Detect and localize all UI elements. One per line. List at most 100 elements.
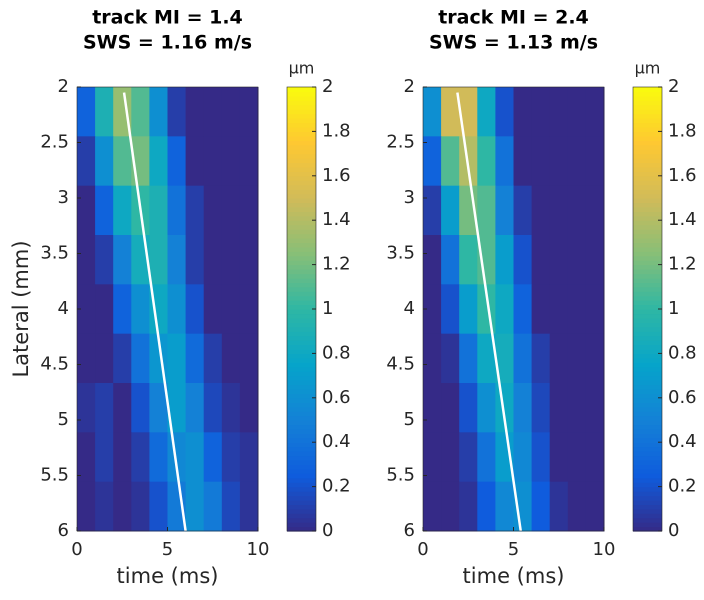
colorbar-band [287,451,316,457]
colorbar-band [287,477,316,483]
colorbar-band [633,411,662,417]
colorbar-band [633,420,662,426]
colorbar-band [287,162,316,168]
heatmap-cell [495,185,514,236]
colorbar-band [287,482,316,488]
colorbar-band [633,397,662,403]
colorbar-band [287,215,316,221]
colorbar-band [287,433,316,439]
heatmap-cell [567,235,587,285]
colorbar-band [633,166,662,172]
colorbar-band [633,468,662,474]
colorbar-band [287,375,316,381]
colorbar-band [633,246,662,252]
heatmap-cell [113,136,132,187]
colorbar-band [633,380,662,386]
y-tick-label: 4.5 [386,354,415,375]
colorbar-band [287,189,316,195]
heatmap-cell [149,432,168,483]
heatmap-cell [441,136,460,187]
colorbar-band [633,446,662,452]
heatmap-cell [441,432,460,483]
heatmap-cell [77,333,96,384]
heatmap-cell [567,185,587,236]
heatmap-cell [95,235,114,285]
heatmap-cell [149,383,168,433]
colorbar-band [633,464,662,470]
colorbar-band [633,162,662,168]
heatmap-cell [441,333,460,384]
colorbar-band [633,295,662,301]
x-tick-label: 5 [162,539,173,560]
heatmap-cell [567,481,587,532]
colorbar-band [287,499,316,505]
colorbar-band [633,171,662,177]
heatmap-cell [567,432,587,483]
heatmap-cell [549,87,569,137]
colorbar-band [633,144,662,150]
colorbar-band [287,91,316,97]
heatmap-cell [203,284,223,335]
colorbar-band [633,508,662,514]
colorbar-band [633,433,662,439]
heatmap-cell [477,481,496,532]
colorbar-band [633,95,662,101]
colorbar-band [633,269,662,275]
colorbar-band [287,526,316,532]
colorbar-band [633,237,662,243]
heatmap-cell [95,432,114,483]
colorbar-band [287,464,316,470]
y-tick-label: 2.5 [40,132,69,153]
colorbar-band [287,522,316,528]
heatmap-cell [513,284,533,335]
heatmap-cell [203,333,223,384]
heatmap-cell [149,235,168,285]
colorbar-band [287,335,316,341]
heatmap-cell [95,481,114,532]
colorbar-tick-label: 1 [668,298,679,319]
colorbar-band [287,384,316,390]
heatmap-cell [185,481,205,532]
y-axis-label: Lateral (mm) [9,240,33,377]
colorbar-tick-label: 1.8 [668,120,697,141]
colorbar-band [633,348,662,354]
colorbar-band [287,331,316,337]
colorbar-band [287,304,316,310]
colorbar-band [287,415,316,421]
y-tick-label: 2.5 [386,132,415,153]
heatmap-cell [459,481,478,532]
colorbar-band [633,517,662,523]
heatmap-cell [167,284,187,335]
heatmap-cell [531,481,551,532]
heatmap-cell [585,87,605,137]
colorbar-band [633,198,662,204]
heatmap-cell [185,136,205,187]
colorbar-band [287,313,316,319]
heatmap-cell [513,87,533,137]
colorbar-band [287,229,316,235]
heatmap-cell [239,481,259,532]
heatmap-cell [549,333,569,384]
colorbar-band [633,255,662,261]
colorbar-label: μm [289,59,315,78]
x-axis-label: time (ms) [117,564,219,588]
colorbar-band [287,220,316,226]
heatmap-cell [423,432,442,483]
heatmap-cell [185,235,205,285]
colorbar-tick-label: 0 [322,520,333,541]
colorbar-band [633,428,662,434]
colorbar-band [633,87,662,93]
colorbar-tick-label: 0.8 [322,342,351,363]
heatmap-cell [77,383,96,433]
colorbar-band [287,202,316,208]
colorbar-band [633,193,662,199]
heatmap-cell [549,235,569,285]
y-tick-label: 4 [404,298,415,319]
colorbar-band [287,149,316,155]
heatmap-cell [221,284,241,335]
heatmap-cell [239,432,259,483]
colorbar-band [287,437,316,443]
colorbar-band [287,158,316,164]
y-tick-label: 5 [58,409,69,430]
